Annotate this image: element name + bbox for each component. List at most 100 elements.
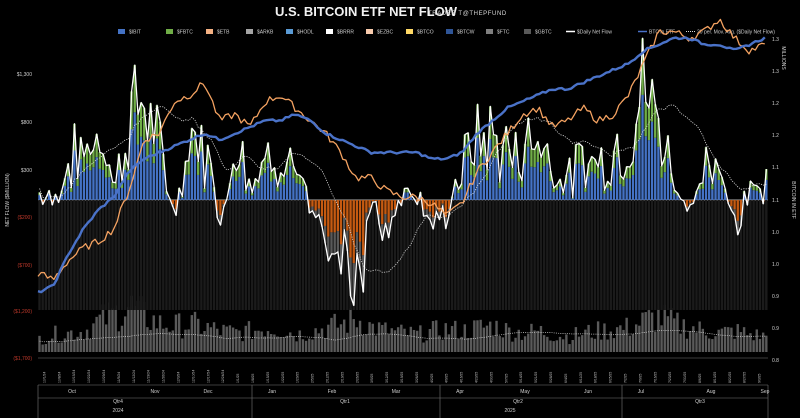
outflow-bar [308,200,311,208]
shadow-bar [527,200,530,310]
fbtc-bar [631,161,635,176]
legend-label: $IBIT [129,30,141,36]
shadow-bar [209,200,213,310]
shadow-bar [609,200,612,310]
shadow-bar [393,200,397,310]
volume-bar [530,323,533,352]
volume-bar [203,330,206,352]
outflow-bar [393,200,397,210]
x-date-label: 4/23/25 [475,372,479,383]
month-label: Mar [392,389,401,395]
volume-bar [133,306,136,352]
fbtc-bar [584,187,587,192]
ibit-bar [190,153,194,200]
shadow-bar [419,200,422,310]
shadow-bar [257,200,260,310]
ibit-bar [298,184,301,200]
shadow-bar [577,200,581,310]
volume-bar [415,330,419,352]
shadow-bar [692,200,695,310]
ibit-bar [631,175,635,200]
shadow-bar [111,200,114,310]
volume-bar [609,331,612,352]
shadow-bar [203,200,206,310]
volume-bar [717,329,720,352]
shadow-bar [663,200,666,310]
x-axis: 10/1/24 10/8/24 10/15/24 10/22/24 10/29/24 11… [37,357,770,418]
gbtc-bar [362,255,365,293]
volume-bar [431,321,435,352]
fbtc-bar [79,137,82,160]
shadow-bar [504,200,508,310]
fbtc-bar [273,167,276,179]
x-date-label: 10/1/24 [42,372,46,383]
volume-bar [720,328,724,352]
shadow-bar [409,200,413,310]
volume-bar [317,333,320,352]
x-date-label: 10/29/24 [102,370,106,383]
ibit-bar [533,167,536,200]
legend-swatch [286,29,293,34]
volume-bar [123,316,127,352]
ibit-bar [406,192,409,200]
shadow-bar [396,200,400,310]
volume-bar [82,339,86,352]
x-date-label: 6/25/25 [609,372,613,383]
chart-credit: TRADER T@THEPFUND [428,11,507,17]
shadow-bar [720,200,724,310]
shadow-bar [638,200,641,310]
gbtc-bar [733,209,736,216]
shadow-bar [590,200,593,310]
fbtc-bar [257,182,260,189]
shadow-bar [250,200,254,310]
fbtc-bar [587,163,590,177]
volume-bar [555,340,559,352]
legend: $IBIT $FBTC $ETB $ARKB $HODL $BRRR $EZBC $BTCO $… [118,29,775,36]
ibit-bar [181,197,184,200]
ibit-bar [765,179,768,200]
volume-bar [504,323,508,352]
gbtc-bar [342,217,346,230]
ibit-bar [139,136,143,200]
fbtc-bar [714,158,717,174]
fbtc-bar [647,107,651,141]
volume-bar [231,327,235,352]
ibit-bar [758,192,762,200]
shadow-bar [533,200,536,310]
volume-bar [184,329,187,352]
outflow-bar [692,200,695,203]
ibit-bar [38,195,41,200]
ibit-bar [235,180,238,200]
volume-bar [517,329,520,352]
outflow-bar [371,200,374,202]
shadow-bar [438,200,441,310]
shadow-bar [333,200,336,310]
fbtc-bar [98,152,101,169]
shadow-bar [707,200,711,310]
volume-bar [660,325,663,352]
volume-bar [488,321,492,352]
ibit-bar [492,157,495,200]
fbtc-bar [590,156,593,172]
volume-bar [362,335,365,352]
volume-bar [476,320,479,352]
ibit-bar [54,196,57,200]
volume-bar [104,324,108,352]
volume-bar [406,335,409,352]
shadow-bar [165,200,168,310]
volume-bar [257,330,260,352]
ibit-bar [187,174,190,200]
gbtc-bar [381,224,384,241]
legend-item: $BTCW [446,29,475,36]
x-date-label: 5/21/25 [534,372,538,383]
volume-bar [285,335,289,352]
fbtc-bar [568,157,571,173]
shadow-bar [682,200,685,310]
volume-bar [482,327,486,352]
volume-bar [412,329,416,352]
shadow-bar [441,200,444,310]
x-date-label: 8/13/25 [713,372,717,383]
ibit-bar [565,183,568,200]
shadow-bar [425,200,428,310]
